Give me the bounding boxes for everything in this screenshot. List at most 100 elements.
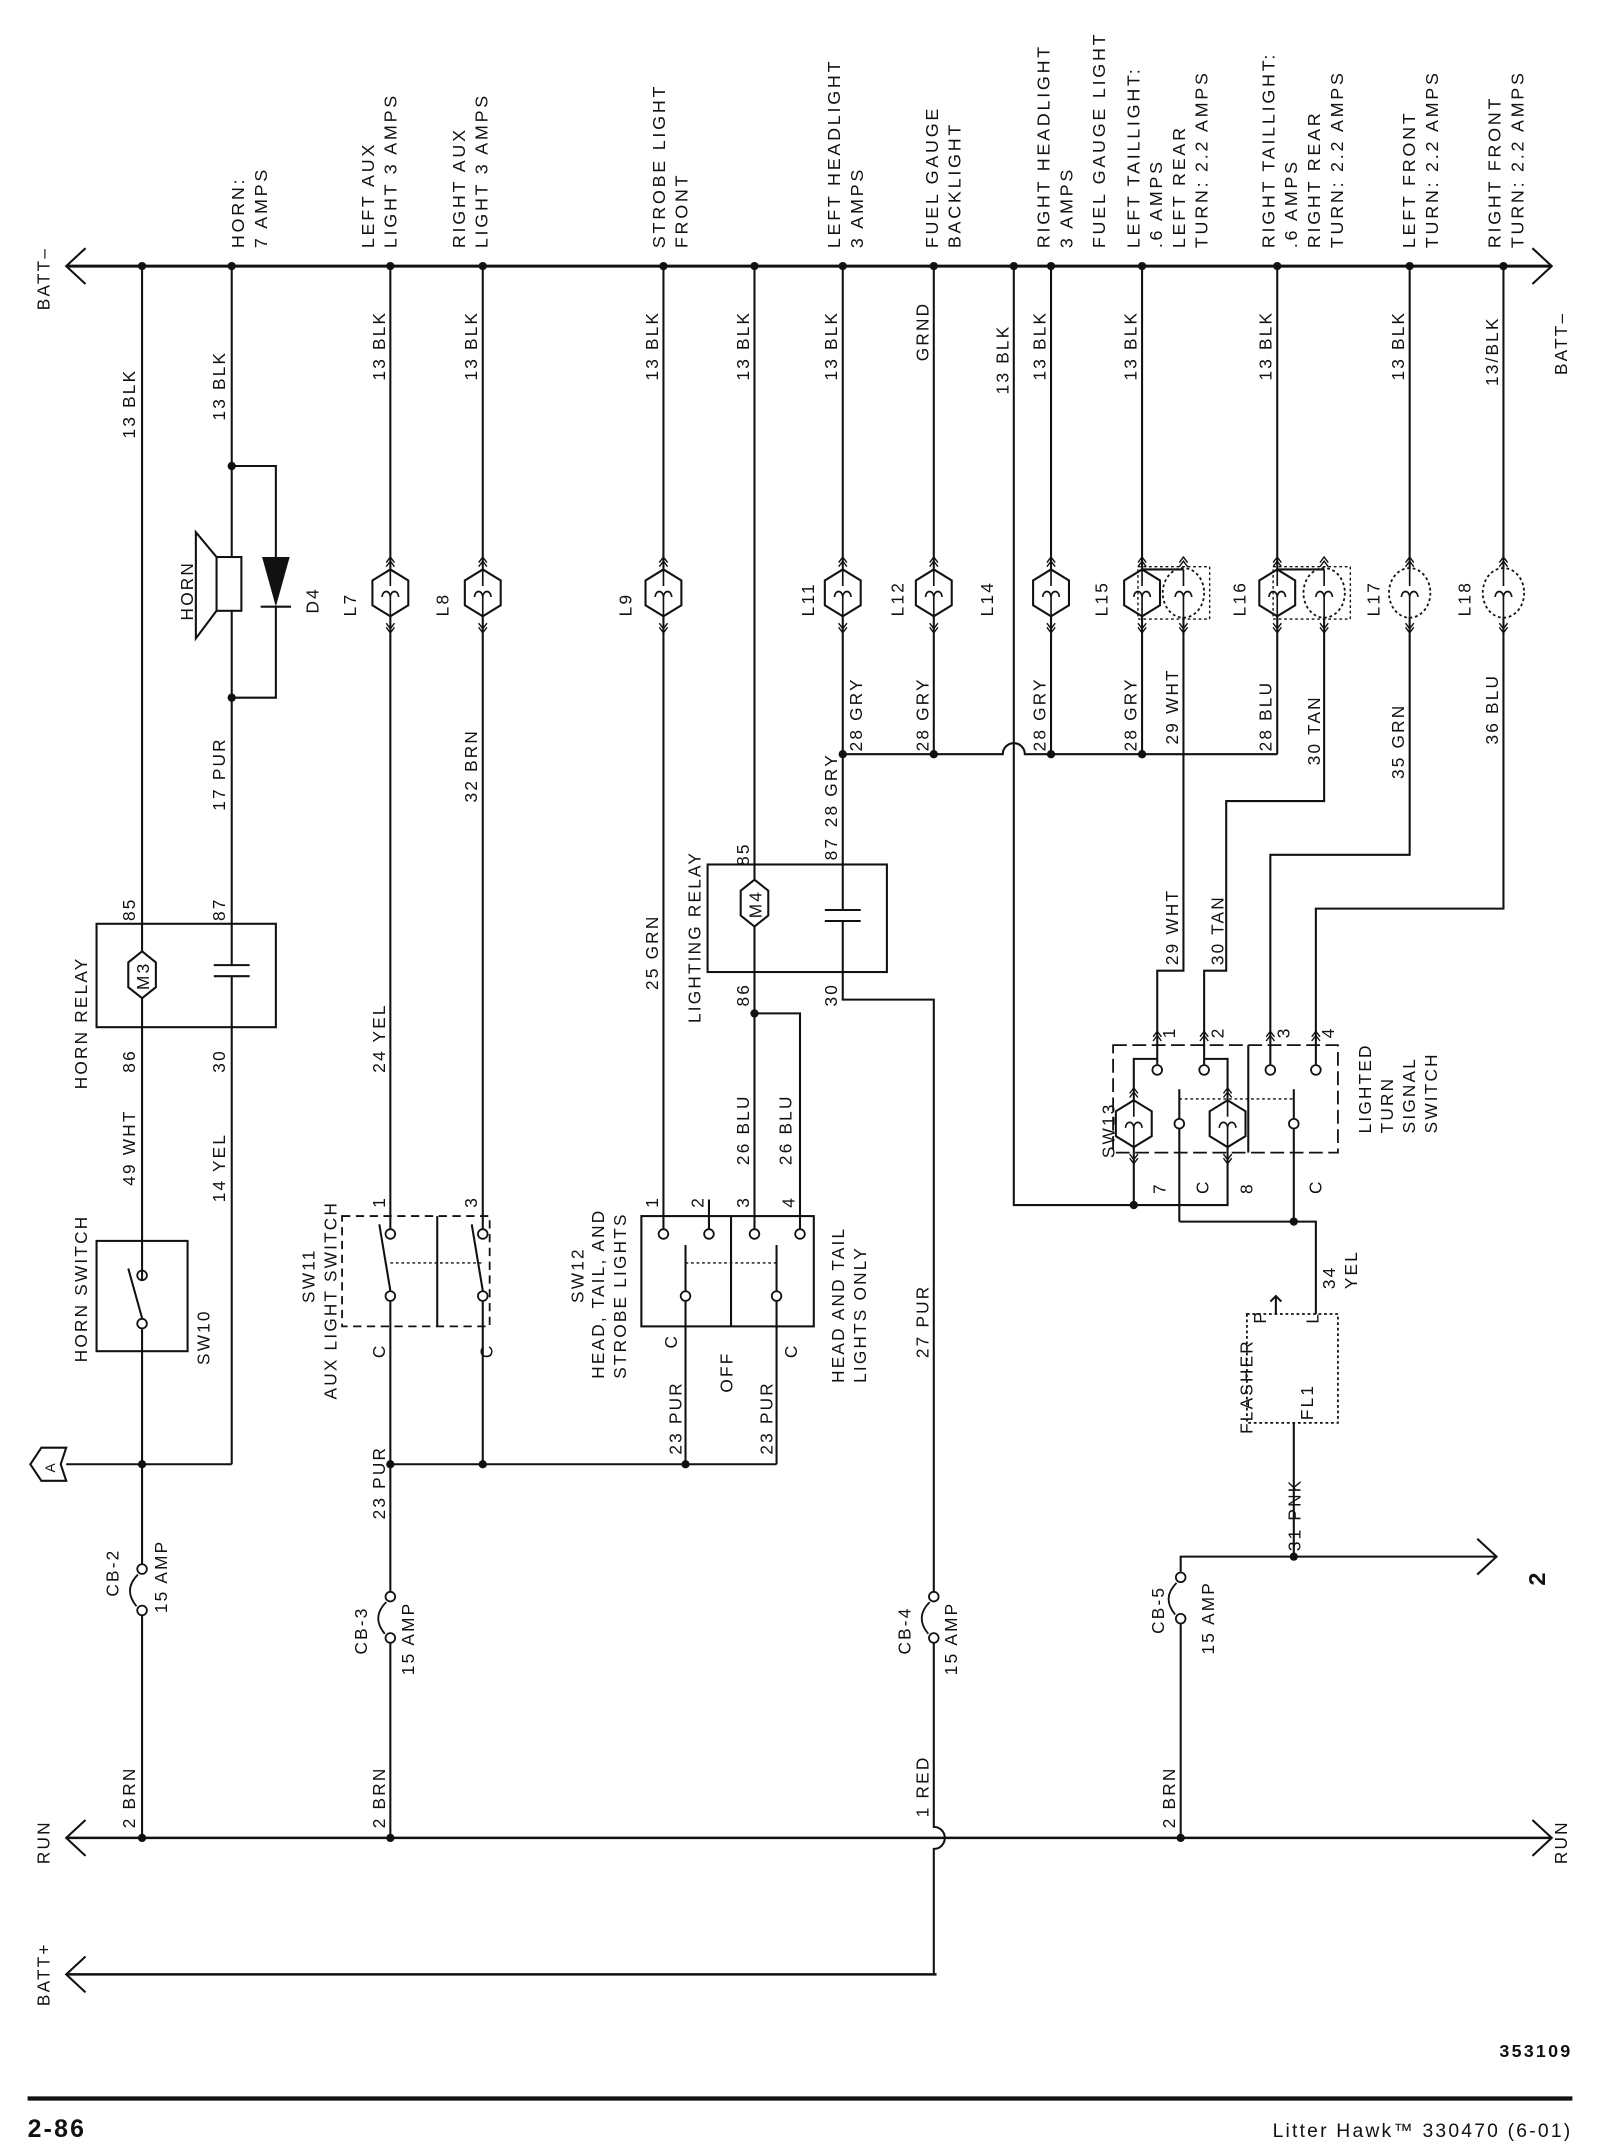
sw13-box: [1112, 1044, 1339, 1154]
pin-label: 86: [733, 983, 753, 1007]
connector-mark: [838, 560, 848, 568]
wire-label: 25 GRN: [642, 915, 662, 990]
load-label: TURN: 2.2 AMPS: [1507, 70, 1527, 248]
offpage-label: 2: [1524, 1570, 1550, 1585]
wire-label: 13 BLK: [461, 311, 481, 381]
switch-contact: [1288, 1117, 1300, 1130]
connector-a-icon: [29, 1446, 68, 1482]
wire: [1204, 1057, 1229, 1101]
bus-label-run-right: RUN: [1551, 1820, 1571, 1864]
connector-mark: [1178, 560, 1189, 568]
switch-contact: [703, 1228, 715, 1240]
pin-label: 85: [733, 842, 753, 866]
connector-mark: [929, 555, 939, 563]
switch-contact: [1310, 1064, 1322, 1076]
run-right-arrow-icon: [1531, 1819, 1554, 1857]
batt-neg-left-arrow-icon: [64, 247, 87, 285]
pin-label: 30: [821, 983, 841, 1007]
batt-neg-right-arrow-icon: [1531, 247, 1554, 285]
wire-label: 28 GRY: [912, 677, 932, 751]
connector-mark: [385, 560, 396, 568]
connector-mark: [478, 555, 488, 563]
manual-title: Litter Hawk™ 330470 (6-01): [1273, 2121, 1573, 2142]
connector-mark: [838, 555, 848, 563]
load-label: LIGHT 3 AMPS: [381, 93, 401, 248]
wire-30-tan: [1203, 616, 1326, 1065]
pin-label: 85: [119, 897, 139, 921]
connector-mark: [1046, 560, 1056, 568]
load-label: STROBE LIGHT: [649, 84, 669, 248]
component-label: SW12: [567, 1247, 587, 1303]
load-label: 7 AMPS: [251, 167, 271, 248]
connector-mark: [658, 555, 669, 563]
connector-mark: [1199, 1030, 1209, 1038]
bus-label-run: RUN: [34, 1820, 54, 1864]
breaker-contact: [136, 1563, 148, 1575]
component-label: CB-2: [103, 1549, 123, 1597]
component-label: L16: [1230, 581, 1250, 616]
switch-contact: [1264, 1064, 1277, 1076]
connector-mark: [1137, 555, 1147, 563]
wire-13-blk: [1012, 266, 1134, 1207]
junction-dot: [137, 1460, 147, 1469]
connector-mark: [478, 560, 488, 568]
component-label: FLASHER: [1236, 1339, 1256, 1434]
lamp-filament-icon: [1400, 569, 1419, 617]
switch-contact: [477, 1228, 489, 1240]
lamp-filament-icon: [1268, 569, 1287, 617]
pin-label: C: [781, 1343, 801, 1358]
connector-mark: [1311, 1030, 1321, 1038]
switch-contact: [384, 1228, 397, 1240]
wire-label: 13 BLK: [1388, 311, 1408, 381]
wire-36-blu: [1314, 616, 1505, 1065]
switch-contact: [679, 1290, 692, 1302]
pin-label: C: [476, 1343, 496, 1358]
breaker-contact: [1174, 1612, 1187, 1625]
component-label: HORN RELAY: [71, 957, 91, 1090]
wire-label: 2 BRN: [1159, 1767, 1179, 1829]
component-label: AUX LIGHT SWITCH: [321, 1201, 341, 1400]
junction-dot: [838, 750, 847, 759]
component-label: SW13: [1098, 1102, 1118, 1158]
wire-label: 13 BLK: [992, 325, 1012, 395]
connector-mark: [1129, 1086, 1139, 1094]
wire-label: 13 BLK: [733, 311, 753, 381]
load-label: RIGHT FRONT: [1485, 96, 1505, 248]
wire-label: 14 YEL: [209, 1133, 229, 1202]
lamp-filament-icon: [1315, 569, 1334, 617]
load-label: TURN: 2.2 AMPS: [1192, 70, 1212, 248]
wire: [231, 464, 277, 558]
pin-label: C: [1192, 1179, 1212, 1194]
connector-mark: [385, 555, 396, 563]
lamp-filament-icon: [1124, 1100, 1143, 1148]
cb4-lever: [920, 1601, 931, 1635]
wire-26-blu: [754, 1012, 802, 1229]
batt-pos-arrow-icon: [64, 1955, 87, 1994]
component-label: SW11: [298, 1249, 318, 1303]
cb5-lever: [1167, 1582, 1178, 1616]
load-label: RIGHT REAR: [1304, 111, 1324, 249]
lamp-filament-icon: [1494, 569, 1513, 617]
junction-dot: [1289, 1217, 1298, 1226]
wire: [231, 606, 277, 699]
pin-label: 1: [1159, 1026, 1179, 1038]
wire-label: 34: [1319, 1266, 1339, 1290]
wire: [1132, 1147, 1229, 1207]
load-label: FUEL GAUGE: [922, 106, 942, 248]
pin-label: 4: [1318, 1026, 1338, 1038]
wire-label: 27 PUR: [912, 1285, 932, 1359]
switch-contact: [1173, 1117, 1186, 1130]
pin-label: C: [661, 1334, 681, 1349]
pin-label: 30: [209, 1049, 229, 1073]
lamp-filament-icon: [473, 569, 492, 617]
component-label: HORN SWITCH: [71, 1215, 91, 1363]
connector-mark: [1319, 560, 1329, 568]
load-label: LEFT TAILLIGHT:: [1123, 67, 1143, 249]
breaker-contact: [384, 1632, 397, 1644]
pin-label: P: [1250, 1310, 1270, 1324]
component-label: HORN: [177, 561, 197, 621]
lamp-filament-icon: [654, 569, 673, 617]
component-label: HEAD, TAIL, AND: [588, 1209, 608, 1379]
component-label: CB-3: [351, 1606, 371, 1654]
